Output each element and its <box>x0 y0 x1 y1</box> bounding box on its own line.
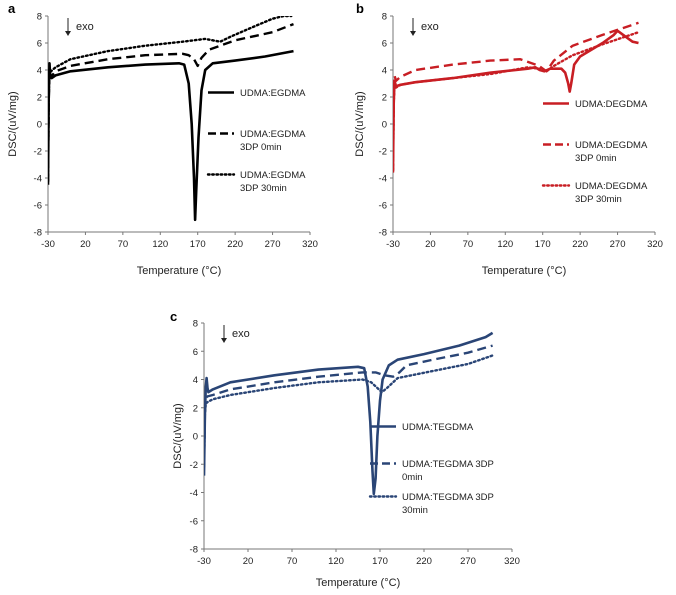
legend-label: 3DP 0min <box>575 153 617 164</box>
legend-label: UDMA:DEGDMA <box>575 140 648 151</box>
y-tick-label: 6 <box>193 347 198 358</box>
x-axis-title: Temperature (°C) <box>316 577 400 589</box>
x-tick-label: 120 <box>152 239 168 250</box>
legend-label: 3DP 30min <box>240 183 287 194</box>
x-tick-label: -30 <box>41 239 55 250</box>
x-tick-label: -30 <box>197 556 211 567</box>
series-line-b-2 <box>393 31 640 172</box>
y-tick-label: 0 <box>37 120 42 131</box>
y-tick-label: 2 <box>382 93 387 104</box>
panel-label: c <box>170 309 177 324</box>
legend-label: UDMA:TEGDMA 3DP <box>402 492 494 503</box>
exo-annotation: exo <box>76 21 94 33</box>
y-axis-title: DSC/(uV/mg) <box>354 91 366 156</box>
exo-arrowhead-icon <box>410 31 416 36</box>
x-tick-label: 220 <box>416 556 432 567</box>
x-tick-label: 120 <box>328 556 344 567</box>
x-tick-label: 320 <box>302 239 318 250</box>
legend-label: 3DP 30min <box>575 194 622 205</box>
y-tick-label: -8 <box>190 545 198 556</box>
series-line-c-1 <box>204 344 493 468</box>
legend-label: UDMA:TEGDMA 3DP <box>402 459 494 470</box>
y-tick-label: -4 <box>379 174 387 185</box>
chart-panel-a: -8 -6 -4 -2 0 2 4 6 8 -30 20 70 120 170 220 270 320 Tempe… <box>7 1 318 277</box>
y-tick-label: 4 <box>193 375 198 386</box>
x-tick-label: 170 <box>372 556 388 567</box>
y-axis-title: DSC/(uV/mg) <box>7 91 19 156</box>
y-tick-label: 4 <box>382 66 387 77</box>
y-tick-label: 0 <box>193 432 198 443</box>
x-tick-label: 20 <box>80 239 91 250</box>
y-tick-label: -6 <box>34 201 42 212</box>
y-tick-label: 4 <box>37 66 42 77</box>
legend-label: 3DP 0min <box>240 142 282 153</box>
y-tick-label: 6 <box>37 39 42 50</box>
y-tick-label: 8 <box>37 12 42 23</box>
x-tick-label: 170 <box>190 239 206 250</box>
legend-label: 30min <box>402 505 428 516</box>
x-tick-label: 220 <box>572 239 588 250</box>
x-tick-label: -30 <box>386 239 400 250</box>
panel-label: b <box>356 1 364 16</box>
legend-label: UDMA:EGDMA <box>240 170 306 181</box>
y-tick-label: -4 <box>190 488 198 499</box>
legend-label: UDMA:EGDMA <box>240 129 306 140</box>
x-tick-label: 320 <box>504 556 520 567</box>
legend-label: UDMA:DEGDMA <box>575 99 648 110</box>
series-line-b-1 <box>393 21 639 173</box>
y-tick-label: -8 <box>379 228 387 239</box>
series-line-a-2 <box>48 16 293 182</box>
legend-label: 0min <box>402 472 423 483</box>
exo-arrowhead-icon <box>221 338 227 343</box>
x-tick-label: 20 <box>243 556 254 567</box>
y-tick-label: -4 <box>34 174 42 185</box>
x-tick-label: 170 <box>535 239 551 250</box>
chart-panel-b: -8 -6 -4 -2 0 2 4 6 8 -30 20 70 120 170 220 270 320 Tempe… <box>354 1 663 277</box>
x-tick-label: 120 <box>497 239 513 250</box>
x-tick-label: 70 <box>463 239 474 250</box>
exo-annotation: exo <box>232 328 250 340</box>
panel-label: a <box>8 1 16 16</box>
series-line-a-1 <box>48 22 294 183</box>
y-tick-label: -2 <box>190 460 198 471</box>
y-tick-label: -2 <box>379 147 387 158</box>
y-tick-label: 2 <box>37 93 42 104</box>
x-tick-label: 20 <box>425 239 436 250</box>
x-tick-label: 270 <box>460 556 476 567</box>
legend-label: UDMA:DEGDMA <box>575 181 648 192</box>
series-line-c-0 <box>204 331 494 496</box>
y-tick-label: 2 <box>193 403 198 414</box>
y-tick-label: -8 <box>34 228 42 239</box>
y-axis-title: DSC/(uV/mg) <box>172 403 184 468</box>
x-tick-label: 70 <box>118 239 129 250</box>
x-tick-label: 220 <box>227 239 243 250</box>
x-tick-label: 320 <box>647 239 663 250</box>
x-tick-label: 270 <box>265 239 281 250</box>
exo-annotation: exo <box>421 21 439 33</box>
y-tick-label: 0 <box>382 120 387 131</box>
y-tick-label: -2 <box>34 147 42 158</box>
y-tick-label: -6 <box>190 516 198 527</box>
y-tick-label: 6 <box>382 39 387 50</box>
x-axis-title: Temperature (°C) <box>137 265 221 277</box>
y-tick-label: 8 <box>193 319 198 330</box>
y-tick-label: 8 <box>382 12 387 23</box>
legend-label: UDMA:EGDMA <box>240 88 306 99</box>
series-line-c-2 <box>204 354 494 466</box>
x-tick-label: 70 <box>287 556 298 567</box>
x-tick-label: 270 <box>610 239 626 250</box>
exo-arrowhead-icon <box>65 31 71 36</box>
legend-label: UDMA:TEGDMA <box>402 422 474 433</box>
x-axis-title: Temperature (°C) <box>482 265 566 277</box>
chart-panel-c: -8 -6 -4 -2 0 2 4 6 8 -30 20 70 120 170 220 270 320 Tempe… <box>170 309 520 589</box>
y-tick-label: -6 <box>379 201 387 212</box>
